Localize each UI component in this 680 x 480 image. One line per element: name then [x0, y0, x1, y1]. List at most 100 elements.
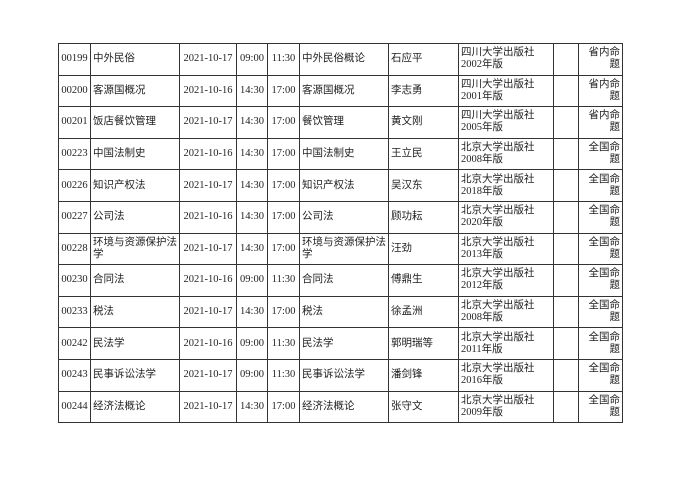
end-time-cell: 11:30	[267, 358, 300, 392]
publisher-cell: 北京大学出版社2011年版	[458, 327, 554, 360]
author-cell: 汪劲	[388, 232, 459, 266]
course-code-cell: 00226	[58, 169, 91, 202]
course-code-cell: 00244	[58, 390, 91, 424]
publisher-cell: 四川大学出版社2005年版	[458, 106, 554, 139]
author-cell: 徐孟洲	[388, 295, 459, 329]
course-name-cell: 中国法制史	[90, 137, 180, 171]
end-time-cell: 17:00	[267, 169, 300, 202]
start-time-cell: 14:30	[236, 295, 268, 329]
end-time-cell: 17:00	[267, 106, 300, 139]
note-cell	[553, 74, 579, 108]
exam-date-cell: 2021-10-17	[179, 295, 237, 329]
textbook-cell: 餐饮管理	[299, 106, 389, 139]
publisher-cell: 四川大学出版社2001年版	[458, 74, 554, 108]
publisher-cell: 北京大学出版社2008年版	[458, 295, 554, 329]
course-name-cell: 环境与资源保护法学	[90, 232, 180, 266]
exam-type-cell: 全国命题	[578, 358, 623, 392]
course-code-cell: 00242	[58, 327, 91, 360]
end-time-cell: 17:00	[267, 390, 300, 424]
course-name-cell: 中外民俗	[90, 43, 180, 76]
end-time-cell: 17:00	[267, 137, 300, 171]
author-cell: 石应平	[388, 43, 459, 76]
note-cell	[553, 358, 579, 392]
publisher-cell: 北京大学出版社2018年版	[458, 169, 554, 202]
end-time-cell: 17:00	[267, 200, 300, 234]
table-row: 00230 合同法 2021-10-16 09:00 11:30 合同法 傅鼎生 北京大学出版…	[58, 264, 623, 297]
start-time-cell: 14:30	[236, 200, 268, 234]
course-code-cell: 00243	[58, 358, 91, 392]
note-cell	[553, 137, 579, 171]
author-cell: 张守文	[388, 390, 459, 424]
course-code-cell: 00227	[58, 200, 91, 234]
note-cell	[553, 106, 579, 139]
exam-type-cell: 全国命题	[578, 232, 623, 266]
exam-date-cell: 2021-10-17	[179, 390, 237, 424]
table-row: 00201 饭店餐饮管理 2021-10-17 14:30 17:00 餐饮管理 黄文刚 四川…	[58, 106, 623, 139]
exam-type-cell: 省内命题	[578, 74, 623, 108]
publisher-cell: 北京大学出版社2020年版	[458, 200, 554, 234]
note-cell	[553, 327, 579, 360]
note-cell	[553, 390, 579, 424]
textbook-cell: 民事诉讼法学	[299, 358, 389, 392]
table-row: 00200 客源国概况 2021-10-16 14:30 17:00 客源国概况 李志勇 四川…	[58, 74, 623, 108]
course-code-cell: 00199	[58, 43, 91, 76]
table-row: 00226 知识产权法 2021-10-17 14:30 17:00 知识产权法 吴汉东 北京…	[58, 169, 623, 202]
textbook-cell: 客源国概况	[299, 74, 389, 108]
textbook-cell: 合同法	[299, 264, 389, 297]
table-row: 00233 税法 2021-10-17 14:30 17:00 税法 徐孟洲 北京大学出版社2…	[58, 295, 623, 329]
table-row: 00243 民事诉讼法学 2021-10-17 09:00 11:30 民事诉讼法学 潘剑锋…	[58, 358, 623, 392]
start-time-cell: 14:30	[236, 106, 268, 139]
table-row: 00223 中国法制史 2021-10-16 14:30 17:00 中国法制史 王立民 北京…	[58, 137, 623, 171]
table-row: 00244 经济法概论 2021-10-17 14:30 17:00 经济法概论 张守文 北京…	[58, 390, 623, 424]
start-time-cell: 14:30	[236, 232, 268, 266]
table-row: 00227 公司法 2021-10-16 14:30 17:00 公司法 顾功耘 北京大学出版…	[58, 200, 623, 234]
table-body: 00199 中外民俗 2021-10-17 09:00 11:30 中外民俗概论 石应平 四川…	[58, 43, 623, 424]
course-name-cell: 知识产权法	[90, 169, 180, 202]
end-time-cell: 11:30	[267, 43, 300, 76]
exam-type-cell: 全国命题	[578, 327, 623, 360]
table-row: 00228 环境与资源保护法学 2021-10-17 14:30 17:00 环境与资源保…	[58, 232, 623, 266]
exam-date-cell: 2021-10-16	[179, 74, 237, 108]
exam-date-cell: 2021-10-16	[179, 264, 237, 297]
textbook-cell: 经济法概论	[299, 390, 389, 424]
course-code-cell: 00230	[58, 264, 91, 297]
author-cell: 郭明瑞等	[388, 327, 459, 360]
author-cell: 潘剑锋	[388, 358, 459, 392]
course-code-cell: 00201	[58, 106, 91, 139]
exam-date-cell: 2021-10-16	[179, 200, 237, 234]
exam-schedule-table: 00199 中外民俗 2021-10-17 09:00 11:30 中外民俗概论 石应平 四川…	[58, 43, 623, 424]
textbook-cell: 中国法制史	[299, 137, 389, 171]
textbook-cell: 中外民俗概论	[299, 43, 389, 76]
publisher-cell: 北京大学出版社2013年版	[458, 232, 554, 266]
publisher-cell: 北京大学出版社2008年版	[458, 137, 554, 171]
start-time-cell: 09:00	[236, 327, 268, 360]
course-code-cell: 00228	[58, 232, 91, 266]
exam-date-cell: 2021-10-16	[179, 327, 237, 360]
note-cell	[553, 43, 579, 76]
author-cell: 吴汉东	[388, 169, 459, 202]
author-cell: 顾功耘	[388, 200, 459, 234]
exam-type-cell: 省内命题	[578, 106, 623, 139]
course-code-cell: 00223	[58, 137, 91, 171]
start-time-cell: 14:30	[236, 137, 268, 171]
end-time-cell: 11:30	[267, 327, 300, 360]
end-time-cell: 11:30	[267, 264, 300, 297]
publisher-cell: 北京大学出版社2012年版	[458, 264, 554, 297]
note-cell	[553, 264, 579, 297]
exam-type-cell: 全国命题	[578, 295, 623, 329]
exam-date-cell: 2021-10-17	[179, 358, 237, 392]
exam-type-cell: 全国命题	[578, 137, 623, 171]
course-name-cell: 经济法概论	[90, 390, 180, 424]
author-cell: 王立民	[388, 137, 459, 171]
end-time-cell: 17:00	[267, 74, 300, 108]
author-cell: 傅鼎生	[388, 264, 459, 297]
start-time-cell: 09:00	[236, 358, 268, 392]
note-cell	[553, 200, 579, 234]
author-cell: 黄文刚	[388, 106, 459, 139]
course-code-cell: 00200	[58, 74, 91, 108]
start-time-cell: 14:30	[236, 390, 268, 424]
end-time-cell: 17:00	[267, 232, 300, 266]
exam-date-cell: 2021-10-16	[179, 137, 237, 171]
note-cell	[553, 232, 579, 266]
end-time-cell: 17:00	[267, 295, 300, 329]
